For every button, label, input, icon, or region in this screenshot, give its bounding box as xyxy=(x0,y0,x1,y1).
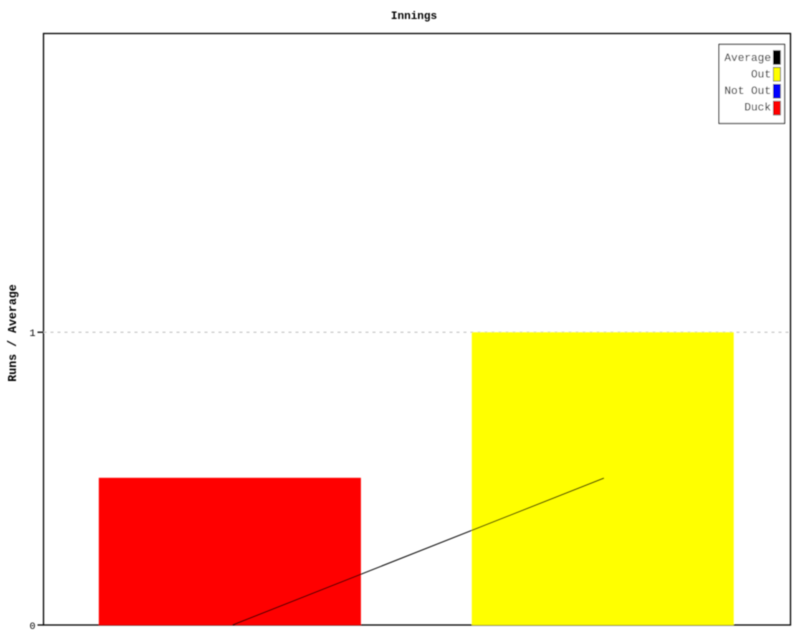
svg-text:Duck: Duck xyxy=(744,102,771,114)
svg-text:1: 1 xyxy=(29,329,35,340)
svg-text:0: 0 xyxy=(29,622,35,633)
svg-text:Runs / Average: Runs / Average xyxy=(7,284,20,381)
svg-text:Average: Average xyxy=(724,53,771,65)
svg-text:Not Out: Not Out xyxy=(724,86,771,98)
svg-text:Out: Out xyxy=(751,69,771,81)
svg-text:Innings: Innings xyxy=(391,11,437,23)
